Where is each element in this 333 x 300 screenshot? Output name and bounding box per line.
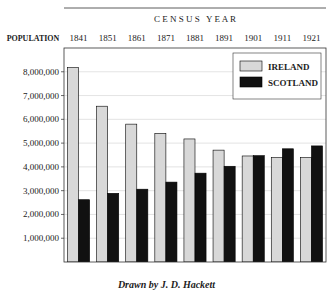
- tick-mark: [61, 166, 64, 167]
- y-axis-label: POPULATION: [7, 34, 60, 43]
- category-label: 1881: [186, 33, 204, 43]
- bar: [224, 166, 235, 262]
- legend-swatch: [240, 61, 262, 71]
- bar: [67, 68, 78, 262]
- tick-mark: [61, 71, 64, 72]
- bar: [242, 156, 253, 262]
- annotation: Drawn by J. D. Hackett: [117, 279, 216, 290]
- x-axis-label: C E N S U S Y E A R: [154, 14, 236, 24]
- legend-box: [233, 53, 321, 99]
- tick-label: 4,000,000: [23, 162, 60, 172]
- bar: [311, 146, 322, 262]
- category-label: 1851: [99, 33, 117, 43]
- bar: [137, 189, 148, 262]
- category-label: 1921: [302, 33, 320, 43]
- legend-swatch: [240, 77, 262, 87]
- tick-mark: [61, 143, 64, 144]
- tick-mark: [61, 238, 64, 239]
- tick-label: 3,000,000: [23, 186, 60, 196]
- bar: [126, 124, 137, 262]
- bar: [282, 149, 293, 262]
- tick-label: 8,000,000: [23, 67, 60, 77]
- bar: [271, 158, 282, 262]
- category-label: 1841: [70, 33, 88, 43]
- legend: IRELAND SCOTLAND: [233, 53, 321, 99]
- tick-label: 5,000,000: [23, 138, 60, 148]
- bar: [166, 182, 177, 262]
- bar: [253, 156, 264, 262]
- bar: [195, 173, 206, 262]
- tick-mark: [61, 190, 64, 191]
- bar: [213, 150, 224, 262]
- tick-label: 2,000,000: [23, 209, 60, 219]
- category-label: 1891: [215, 33, 233, 43]
- tick-label: 1,000,000: [23, 233, 60, 243]
- bar: [108, 193, 119, 262]
- tick-mark: [61, 119, 64, 120]
- chart: 1,000,000 2,000,000 3,000,000 4,000,000 5,00…: [0, 0, 333, 300]
- category-label: 1861: [128, 33, 146, 43]
- category-label: 1911: [273, 33, 291, 43]
- category-label: 1871: [157, 33, 175, 43]
- legend-label: IRELAND: [268, 62, 310, 72]
- plot-frame: [64, 48, 326, 262]
- category-label: 1901: [244, 33, 262, 43]
- bar: [97, 106, 108, 262]
- tick-label: 7,000,000: [23, 91, 60, 101]
- bar: [184, 139, 195, 262]
- bar: [79, 200, 90, 262]
- tick-mark: [61, 214, 64, 215]
- legend-label: SCOTLAND: [268, 78, 319, 88]
- tick-label: 6,000,000: [23, 114, 60, 124]
- header-line: [64, 8, 326, 9]
- bar: [155, 133, 166, 262]
- bar: [300, 158, 311, 262]
- tick-mark: [61, 95, 64, 96]
